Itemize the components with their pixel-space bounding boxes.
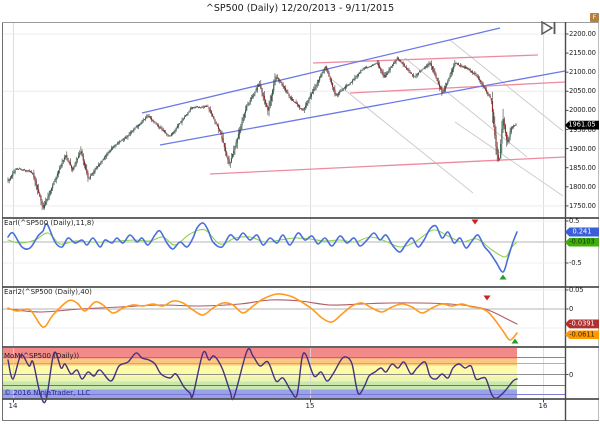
mom-line xyxy=(7,347,518,404)
trendline-pink-support-lower[interactable] xyxy=(209,156,566,175)
price-axis-label: 1750.00 xyxy=(569,201,596,210)
time-axis-label[interactable]: 16 xyxy=(538,402,548,410)
borders-and-axis xyxy=(2,22,599,421)
chart-title: ^SP500 (Daily) 12/20/2013 - 9/11/2015 xyxy=(205,3,395,14)
trendline-pink-resistance-upper[interactable] xyxy=(312,54,539,64)
indicator-axis-label: 0 xyxy=(569,305,574,313)
indicator-axis-label: 0.05 xyxy=(569,286,584,294)
time-axis-label[interactable]: 14 xyxy=(8,402,18,410)
earl1-indicator-label: Earl(^SP500 (Daily),11,8) xyxy=(4,218,95,227)
price-axis-label: 2000.00 xyxy=(569,106,596,115)
signal-marker-down xyxy=(471,219,479,225)
earl2-indicator-label: Earl2(^SP500 (Daily),40) xyxy=(4,287,92,296)
trend-lines xyxy=(141,27,566,197)
signal-marker-up xyxy=(511,338,519,344)
earl2-value-tag: -0.0391 xyxy=(565,319,599,329)
go-to-last-bar-icon[interactable] xyxy=(540,20,558,37)
earl2-fast-line xyxy=(7,293,518,341)
earl1-value-tag: 0.241 xyxy=(565,227,599,237)
price-axis-label: 1900.00 xyxy=(569,144,596,153)
signal-marker-down xyxy=(483,295,491,301)
trendline-gray-fan-4[interactable] xyxy=(454,121,564,197)
indicator-axis-label: 0 xyxy=(569,370,574,379)
trendline-blue-channel-lower[interactable] xyxy=(159,70,566,146)
indicator-axis-label: -0.5 xyxy=(569,259,582,267)
earl1-fast-line xyxy=(7,222,518,273)
time-axis-label[interactable]: 15 xyxy=(305,402,315,410)
last-price-tag: 1961.05 xyxy=(565,120,599,130)
earl2-value-tag: -0.0611 xyxy=(565,330,599,339)
gridlines-vertical xyxy=(13,23,544,399)
trendline-gray-fan-3[interactable] xyxy=(329,77,474,194)
earl1-value-tag: -0.0103 xyxy=(565,237,599,247)
mom-indicator-label: MoM(^SP500 (Daily)) xyxy=(4,352,80,360)
price-axis-label: 2100.00 xyxy=(569,68,596,77)
price-axis-label: 1850.00 xyxy=(569,163,596,172)
price-axis-label: 2200.00 xyxy=(569,30,596,38)
candlestick-series xyxy=(7,56,517,210)
ninjatrader-copyright: © 2016 NinjaTrader, LLC xyxy=(4,389,91,397)
indicator-axis-label: 0.5 xyxy=(569,217,580,225)
signal-markers xyxy=(471,219,519,344)
price-axis-label: 2050.00 xyxy=(569,87,596,96)
price-axis-label: 2150.00 xyxy=(569,49,596,58)
earl2-slow-line xyxy=(7,299,518,325)
trendline-blue-channel-upper[interactable] xyxy=(141,27,501,114)
trendline-pink-support-middle[interactable] xyxy=(349,81,566,94)
fixed-scale-badge[interactable]: F xyxy=(590,13,599,22)
price-axis-label: 1800.00 xyxy=(569,182,596,191)
signal-marker-up xyxy=(499,274,507,280)
gridlines-horizontal xyxy=(3,33,565,395)
